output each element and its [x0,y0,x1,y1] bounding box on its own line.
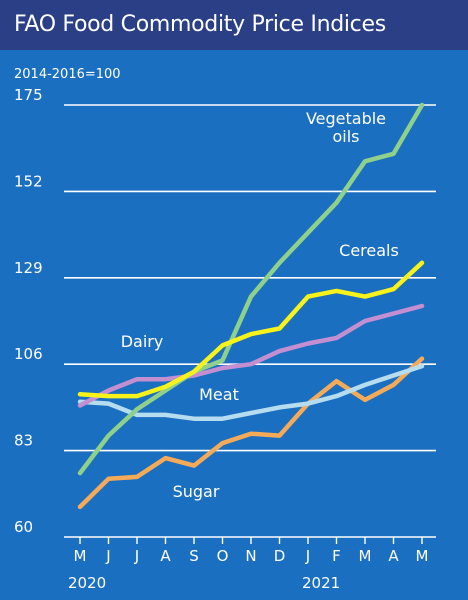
series-label: Cereals [339,241,399,260]
x-tick-label: N [245,547,256,565]
x-tick-label: O [217,547,229,565]
series-line-vegetable-oils [77,102,425,476]
x-tick-label: M [359,547,372,565]
x-tick-label: M [74,547,87,565]
series-line-cereals [77,260,425,399]
x-tick-label: J [305,547,310,565]
series-line-meat [77,363,425,421]
series-line-dairy [77,303,425,408]
x-tick-label: J [105,547,110,565]
series-label: Dairy [121,332,164,351]
x-tick-label: A [160,547,171,565]
series-label: oils [332,127,359,146]
x-tick-label: F [332,547,341,565]
x-tick-label: M [416,547,429,565]
y-tick-label: 129 [14,259,43,277]
chart-title: FAO Food Commodity Price Indices [0,0,468,50]
y-tick-label: 83 [14,432,33,450]
series-lines [77,102,425,510]
y-tick-label: 152 [14,172,43,190]
index-base-label: 2014-2016=100 [14,67,121,82]
series-label: Sugar [173,482,220,501]
y-tick-label: 175 [14,86,43,104]
y-tick-label: 106 [14,345,43,363]
series-line-sugar [77,356,425,510]
gridlines [64,104,436,538]
y-tick-label: 60 [14,518,33,536]
series-label: Meat [199,385,239,404]
x-tick-label: A [388,547,399,565]
year-label: 2021 [302,574,340,592]
year-label: 2020 [68,574,106,592]
y-axis-ticks: 60 83 106 129 152 175 [14,86,43,536]
x-tick-label: J [134,547,139,565]
x-tick-label: D [274,547,286,565]
x-tick-label: S [189,547,199,565]
series-label: Vegetable [306,109,386,128]
